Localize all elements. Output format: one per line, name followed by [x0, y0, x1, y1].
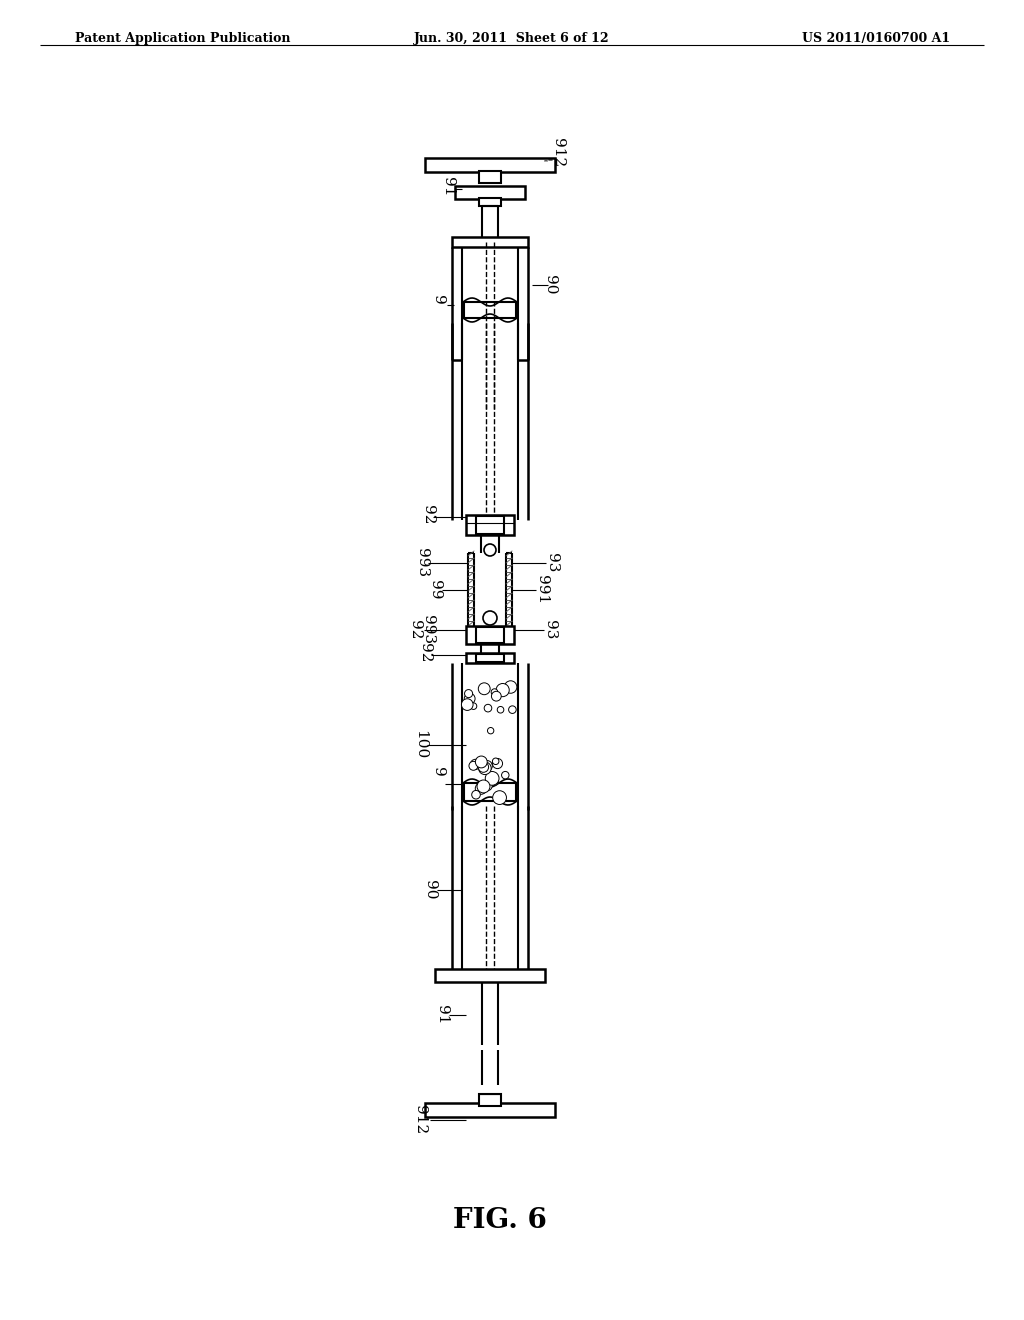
Text: 991: 991	[535, 576, 549, 605]
Text: Jun. 30, 2011  Sheet 6 of 12: Jun. 30, 2011 Sheet 6 of 12	[414, 32, 610, 45]
Circle shape	[484, 705, 492, 711]
Text: 100: 100	[413, 730, 427, 759]
Circle shape	[481, 760, 493, 771]
Text: Patent Application Publication: Patent Application Publication	[75, 32, 291, 45]
Circle shape	[475, 756, 487, 768]
Text: 90: 90	[423, 880, 437, 900]
Circle shape	[485, 771, 499, 785]
Circle shape	[484, 544, 496, 556]
Circle shape	[509, 706, 516, 713]
Circle shape	[482, 780, 493, 791]
Bar	[425, 1104, 555, 1117]
Text: 93: 93	[545, 553, 559, 573]
Bar	[466, 626, 514, 644]
Bar	[455, 186, 525, 198]
Bar	[476, 653, 504, 663]
Text: 912: 912	[551, 139, 565, 168]
Text: 92: 92	[408, 620, 422, 640]
Text: 993: 993	[421, 615, 435, 644]
Text: 99: 99	[428, 581, 442, 599]
Circle shape	[490, 777, 498, 785]
Bar	[479, 198, 501, 206]
Bar	[479, 172, 501, 183]
Circle shape	[462, 698, 473, 710]
Bar	[476, 516, 504, 535]
Circle shape	[493, 759, 503, 768]
Circle shape	[464, 693, 475, 704]
Text: 993: 993	[415, 548, 429, 578]
Circle shape	[492, 689, 498, 696]
Circle shape	[505, 681, 517, 693]
Circle shape	[470, 759, 480, 770]
Text: FIG. 6: FIG. 6	[453, 1206, 547, 1233]
Circle shape	[496, 684, 509, 697]
Circle shape	[483, 611, 497, 624]
Text: 912: 912	[413, 1105, 427, 1135]
Bar	[452, 238, 528, 247]
Circle shape	[477, 780, 489, 793]
Circle shape	[470, 702, 477, 709]
Bar	[435, 969, 545, 982]
Circle shape	[469, 762, 478, 771]
Circle shape	[492, 692, 501, 701]
Circle shape	[502, 771, 509, 779]
Text: 93: 93	[543, 620, 557, 640]
Circle shape	[493, 791, 507, 804]
Text: 90: 90	[543, 276, 557, 294]
Circle shape	[465, 689, 473, 698]
Bar	[479, 1094, 501, 1106]
Text: US 2011/0160700 A1: US 2011/0160700 A1	[802, 32, 950, 45]
Bar	[466, 515, 514, 535]
Circle shape	[475, 783, 486, 795]
Bar	[476, 627, 504, 643]
Text: 9: 9	[431, 296, 445, 305]
Text: 92: 92	[418, 643, 432, 663]
Circle shape	[498, 706, 504, 713]
Circle shape	[492, 776, 499, 783]
Bar	[425, 158, 555, 172]
Circle shape	[472, 791, 480, 799]
Bar	[466, 653, 514, 663]
Circle shape	[478, 762, 492, 775]
Circle shape	[478, 682, 490, 694]
Circle shape	[478, 762, 488, 772]
Circle shape	[487, 727, 494, 734]
Circle shape	[493, 758, 499, 764]
Text: 9: 9	[431, 767, 445, 777]
Text: 92: 92	[421, 506, 435, 525]
Text: 91: 91	[441, 177, 455, 197]
Text: 91: 91	[435, 1006, 449, 1024]
